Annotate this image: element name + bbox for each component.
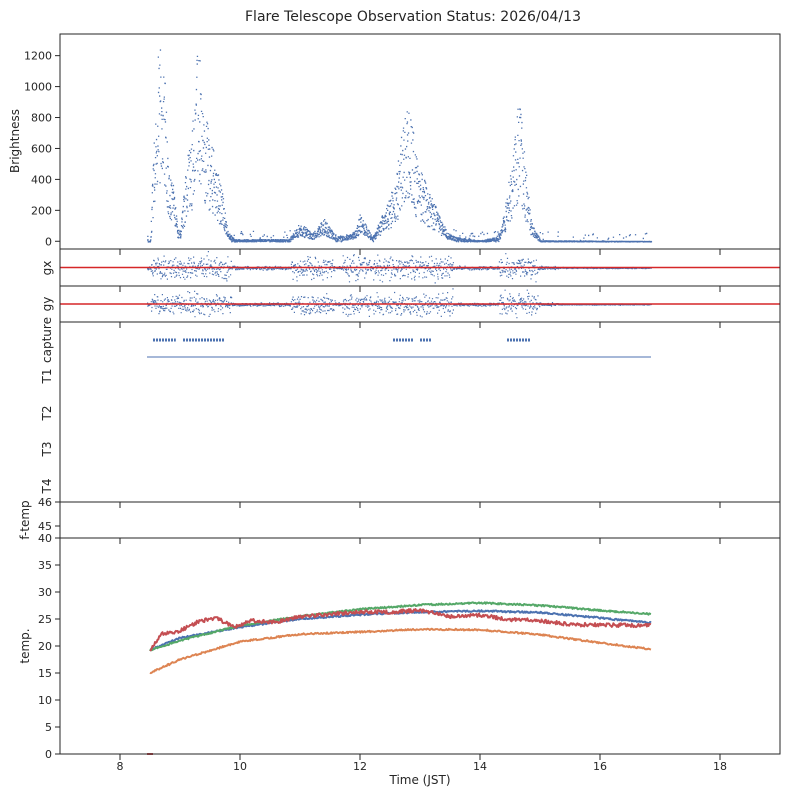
status-y-title-T4: T4: [40, 479, 54, 495]
gx-y-title: gx: [40, 261, 54, 276]
y-tick-label: 35: [38, 559, 52, 572]
y-tick-label: 40: [38, 532, 52, 545]
y-tick-label: 0: [45, 235, 52, 248]
y-tick-label: 25: [38, 613, 52, 626]
x-axis-title: Time (JST): [388, 773, 450, 787]
x-tick-label: 8: [117, 760, 124, 773]
y-tick-label: 46: [38, 496, 52, 509]
plot-text: 8 10 12 14 16 18 0 200 400 600 800 1000 1200 45 46 0 5 10…: [8, 50, 727, 773]
x-tick-label: 12: [353, 760, 367, 773]
x-tick-label: 16: [593, 760, 607, 773]
ftemp-frame: [59, 501, 781, 539]
status-y-title-T1: T1: [40, 369, 54, 385]
y-tick-label: 45: [38, 520, 52, 533]
y-tick-label: 800: [31, 112, 52, 125]
y-tick-label: 10: [38, 694, 52, 707]
plot-frames: [55, 33, 781, 760]
y-tick-label: 600: [31, 142, 52, 155]
y-tick-label: 5: [45, 721, 52, 734]
y-tick-label: 0: [45, 748, 52, 761]
ftemp-y-title: f-temp: [18, 500, 32, 539]
y-tick-label: 1200: [24, 50, 52, 63]
y-tick-label: 1000: [24, 81, 52, 94]
status-y-title-capture: capture: [40, 317, 54, 363]
x-tick-label: 18: [713, 760, 727, 773]
y-tick-label: 30: [38, 586, 52, 599]
brightness-frame: [59, 33, 781, 250]
x-tick-label: 14: [473, 760, 487, 773]
status-y-title-T3: T3: [40, 442, 54, 458]
status-frame: [59, 321, 781, 503]
y-tick-label: 200: [31, 204, 52, 217]
figure-title: Flare Telescope Observation Status: 2026…: [245, 9, 581, 25]
y-tick-label: 400: [31, 173, 52, 186]
x-tick-label: 10: [233, 760, 247, 773]
temp-series-red: [149, 608, 652, 652]
status-y-title-T2: T2: [40, 406, 54, 422]
gy-y-title: gy: [40, 297, 54, 312]
brightness-y-title: Brightness: [8, 109, 22, 173]
y-tick-label: 15: [38, 667, 52, 680]
temp-y-title: temp.: [18, 628, 32, 663]
plot-data: [60, 49, 780, 755]
brightness-points: [147, 49, 653, 243]
temp-series-orange: [149, 627, 652, 675]
y-tick-label: 20: [38, 640, 52, 653]
